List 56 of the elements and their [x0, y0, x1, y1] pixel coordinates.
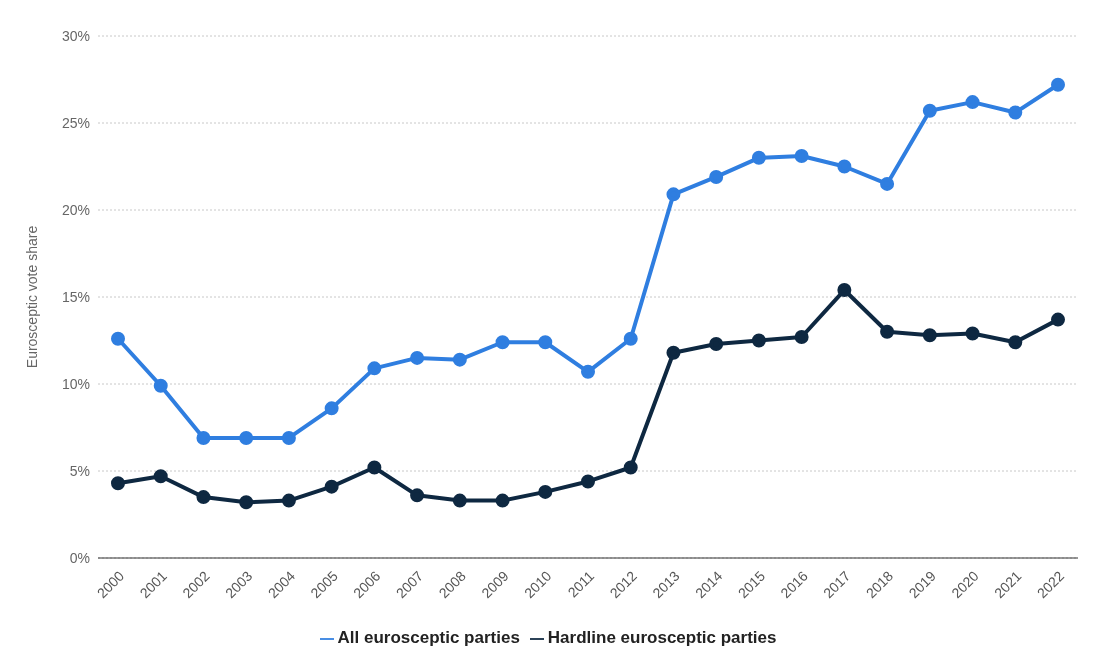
y-tick-label: 0% — [69, 549, 90, 566]
point — [1008, 105, 1023, 120]
point — [324, 401, 339, 416]
point — [666, 187, 681, 202]
point — [495, 493, 510, 508]
point — [410, 350, 425, 365]
point — [751, 333, 766, 348]
point — [410, 488, 425, 503]
point — [367, 460, 382, 475]
point — [324, 479, 339, 494]
point — [581, 474, 595, 489]
point — [367, 361, 382, 376]
point — [581, 364, 595, 379]
point — [239, 430, 254, 445]
point — [196, 430, 211, 445]
point — [452, 493, 467, 508]
point — [880, 324, 895, 339]
point — [538, 335, 553, 350]
point — [538, 484, 553, 499]
point — [1051, 77, 1065, 92]
point — [837, 159, 852, 174]
point — [837, 283, 852, 298]
point — [751, 150, 766, 165]
y-tick-label: 30% — [61, 27, 90, 44]
point — [1051, 312, 1065, 327]
point — [196, 490, 211, 505]
point — [709, 169, 724, 184]
legend-label: Hardline eurosceptic parties — [547, 628, 777, 647]
y-tick-label: 15% — [61, 288, 90, 305]
point — [965, 326, 980, 341]
y-tick-label: 10% — [61, 375, 90, 392]
point — [239, 495, 254, 510]
point — [922, 328, 937, 343]
point — [111, 331, 125, 346]
y-tick-label: 5% — [69, 462, 90, 479]
point — [794, 330, 809, 345]
point — [666, 345, 681, 360]
point — [452, 352, 467, 367]
point — [623, 331, 638, 346]
point — [794, 149, 809, 164]
point — [623, 460, 638, 475]
point — [922, 103, 937, 118]
point — [281, 493, 296, 508]
point — [495, 335, 510, 350]
point — [153, 469, 168, 484]
y-tick-label: 25% — [61, 114, 90, 131]
point — [153, 378, 168, 393]
point — [965, 95, 980, 110]
point — [111, 476, 125, 491]
point — [281, 430, 296, 445]
point — [880, 176, 895, 191]
y-axis-title: Eurosceptic vote share — [23, 225, 40, 369]
point — [709, 336, 724, 351]
y-tick-label: 20% — [61, 201, 90, 218]
legend-label: All eurosceptic parties — [337, 628, 520, 647]
point — [1008, 335, 1023, 350]
